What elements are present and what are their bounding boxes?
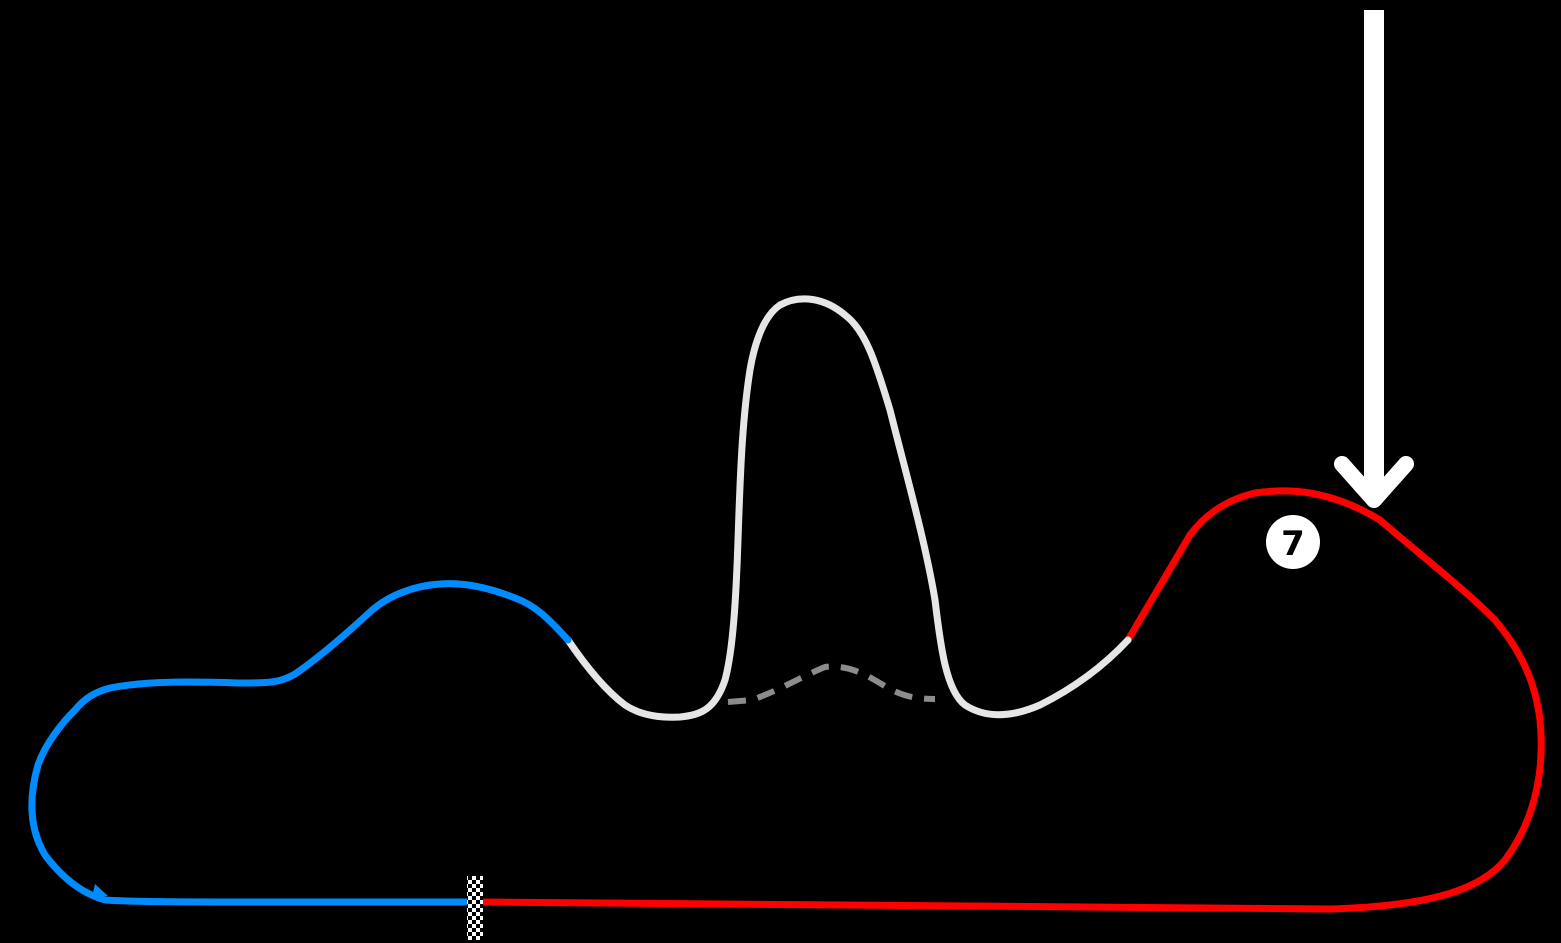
corner-7-marker bbox=[1266, 515, 1320, 569]
track-sector-white bbox=[564, 295, 1132, 721]
track-sector-blue bbox=[28, 580, 572, 906]
corner-7-label: 7 bbox=[1281, 524, 1305, 564]
alternate-route-dashed bbox=[727, 663, 936, 705]
pointer-arrow-head-icon bbox=[1334, 456, 1414, 508]
direction-chevron-icon bbox=[92, 884, 108, 897]
start-finish-line bbox=[467, 876, 483, 940]
track-sector-red bbox=[474, 487, 1545, 913]
